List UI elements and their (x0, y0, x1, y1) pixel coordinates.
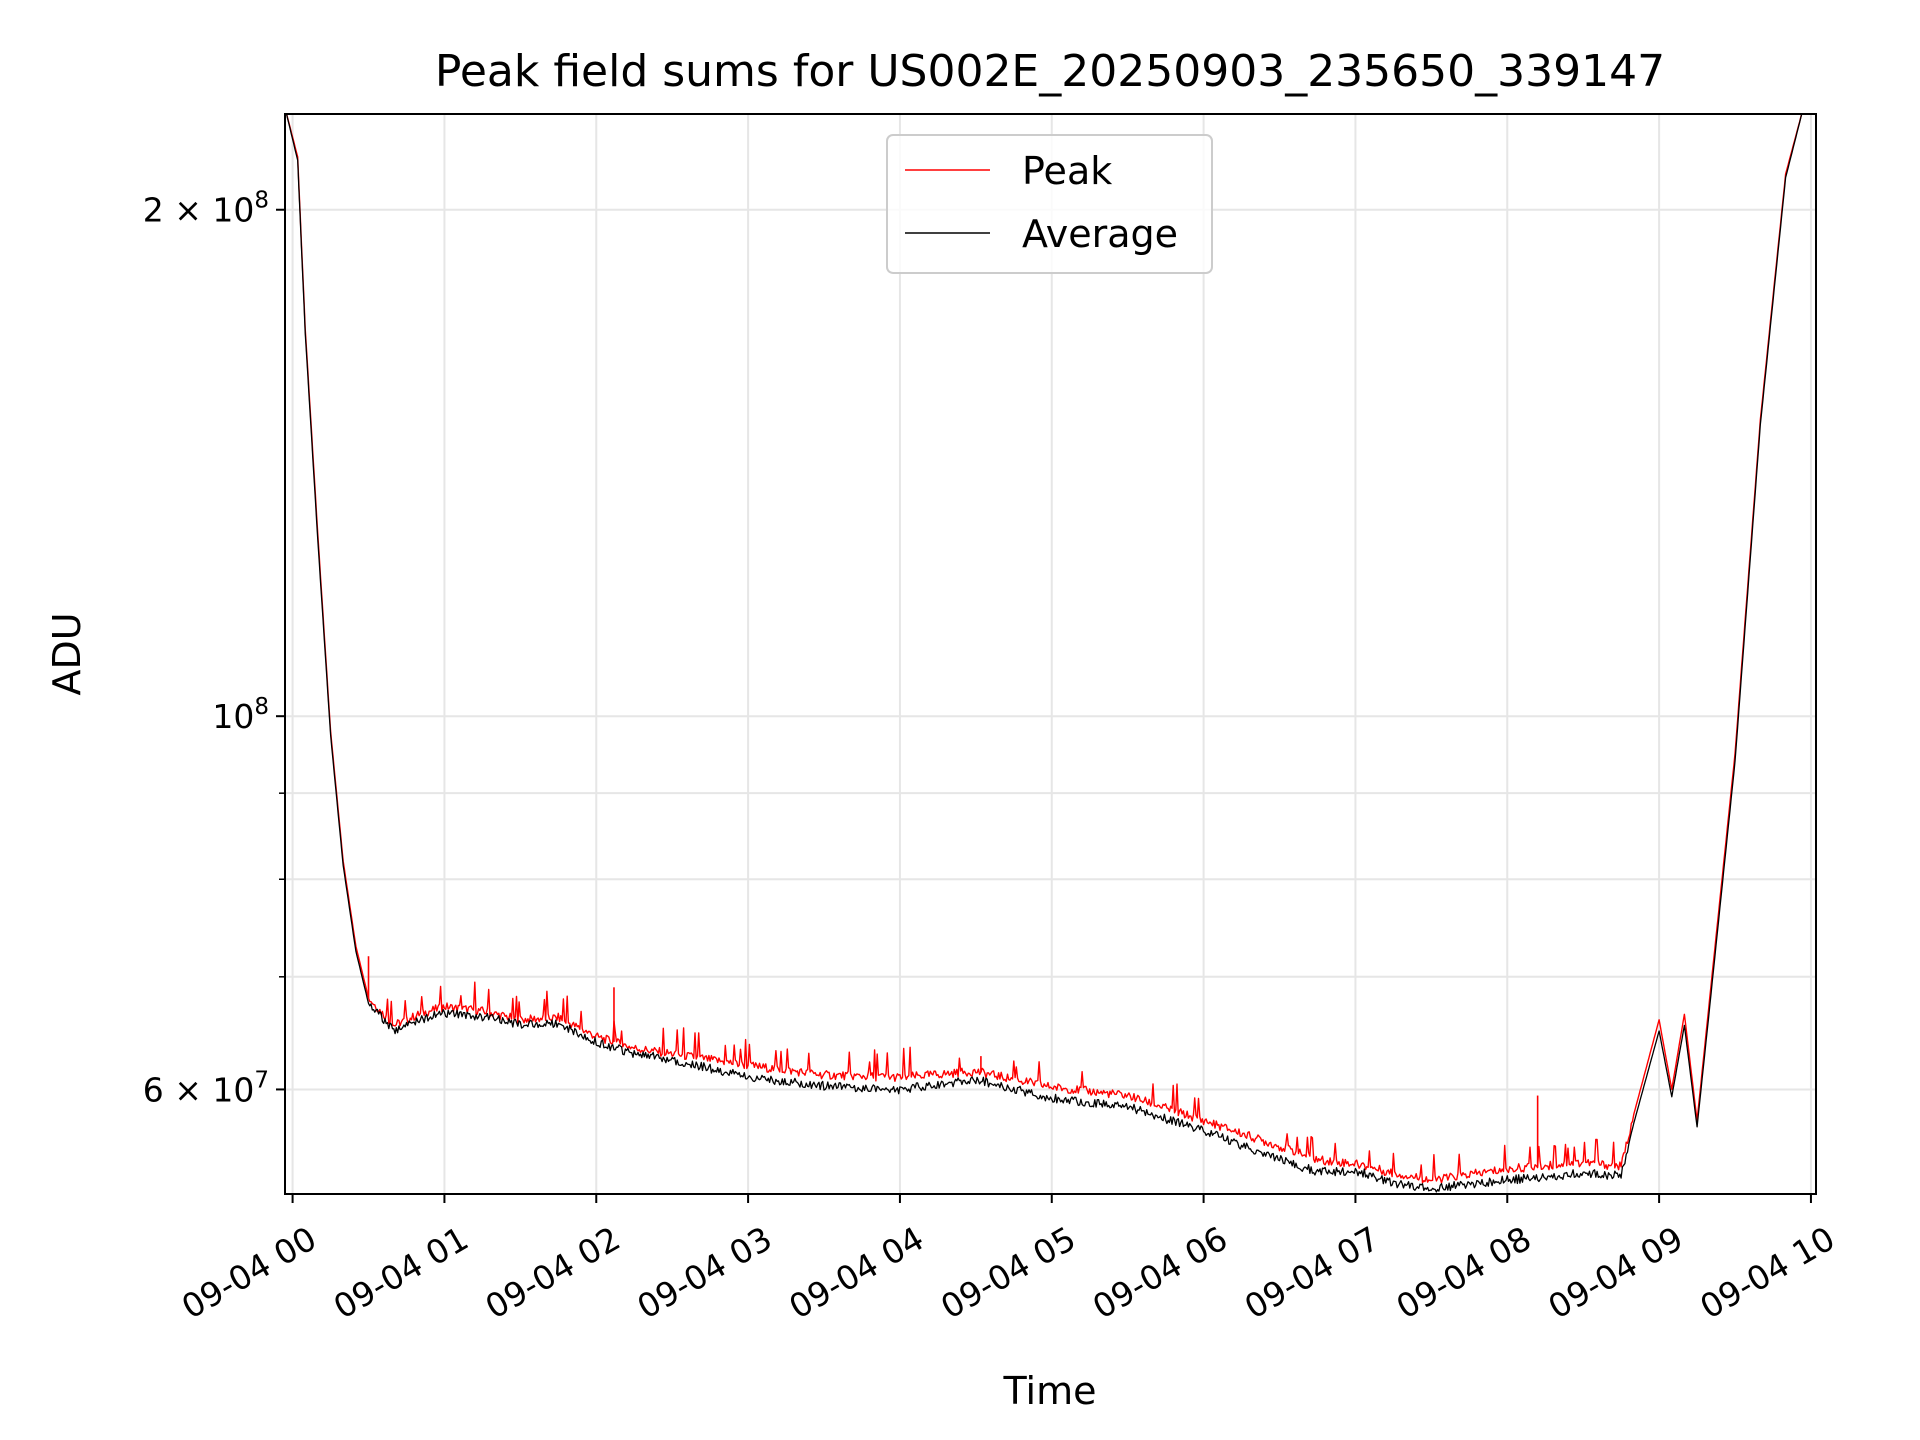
grid-layer (285, 114, 1816, 1194)
plot-frame (284, 113, 1817, 1195)
x-axis-label: Time (1003, 1369, 1097, 1413)
chart-title: Peak field sums for US002E_20250903_2356… (435, 46, 1665, 97)
series-line-average (285, 114, 1803, 1193)
y-tick-label: 6 × 107 (143, 1067, 269, 1109)
y-tick-label: 108 (212, 694, 269, 736)
y-axis-label: ADU (45, 612, 89, 695)
plot-layer (285, 114, 1803, 1193)
y-tick-label: 2 × 108 (143, 188, 269, 230)
series-line-peak (285, 114, 1803, 1184)
legend-average-label: Average (1022, 212, 1178, 256)
legend: Peak Average (886, 134, 1213, 274)
legend-peak-label: Peak (1022, 149, 1112, 193)
